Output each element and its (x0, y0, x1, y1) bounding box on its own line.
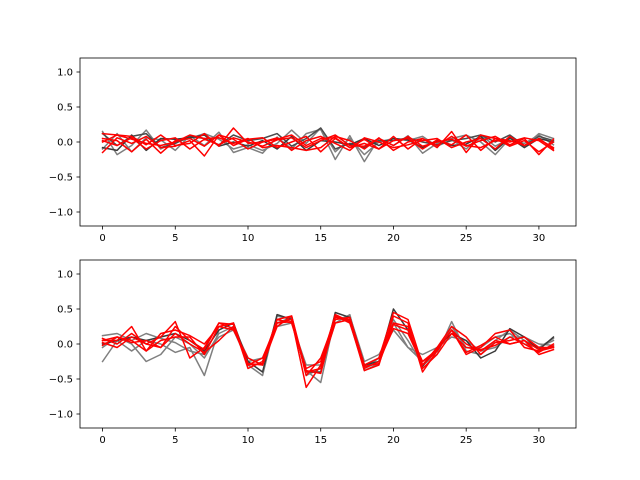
series-line-8 (101, 315, 555, 370)
y-tick-label: 0.0 (57, 138, 73, 149)
bottom-subplot: 0 5 10 15 20 25 30 −1.0 −0.5 0.0 0.5 1.0 (49, 259, 577, 446)
y-tick-label: −0.5 (49, 375, 73, 386)
top-subplot: 0 5 10 15 20 25 30 −1.0 −0.5 0.0 0.5 1.0 (49, 57, 577, 244)
y-tick-label: 0.5 (57, 305, 73, 316)
x-tick-label: 15 (314, 233, 327, 244)
x-tick-label: 20 (387, 435, 400, 446)
y-tick-label: −1.0 (49, 208, 73, 219)
y-tick-label: 1.0 (57, 270, 73, 281)
series-group (101, 127, 555, 163)
x-tick-label: 30 (533, 435, 546, 446)
y-tick-label: 1.0 (57, 68, 73, 79)
y-tick-label: −0.5 (49, 173, 73, 184)
y-tick-label: 0.5 (57, 103, 73, 114)
x-tick-label: 25 (460, 233, 473, 244)
y-tick-label: −1.0 (49, 410, 73, 421)
series-line-9 (101, 316, 555, 375)
x-tick-label: 0 (99, 233, 105, 244)
series-line-8 (101, 134, 555, 156)
x-tick-label: 25 (460, 435, 473, 446)
x-tick-label: 5 (172, 435, 178, 446)
x-tick-label: 0 (99, 435, 105, 446)
x-tick-label: 5 (172, 233, 178, 244)
x-tick-label: 20 (387, 233, 400, 244)
series-group (101, 308, 555, 389)
y-tick-label: 0.0 (57, 340, 73, 351)
series-line-9 (101, 134, 555, 152)
series-line-7 (101, 134, 555, 157)
x-tick-label: 10 (242, 233, 255, 244)
x-tick-label: 10 (242, 435, 255, 446)
x-tick-label: 30 (533, 233, 546, 244)
x-tick-label: 15 (314, 435, 327, 446)
